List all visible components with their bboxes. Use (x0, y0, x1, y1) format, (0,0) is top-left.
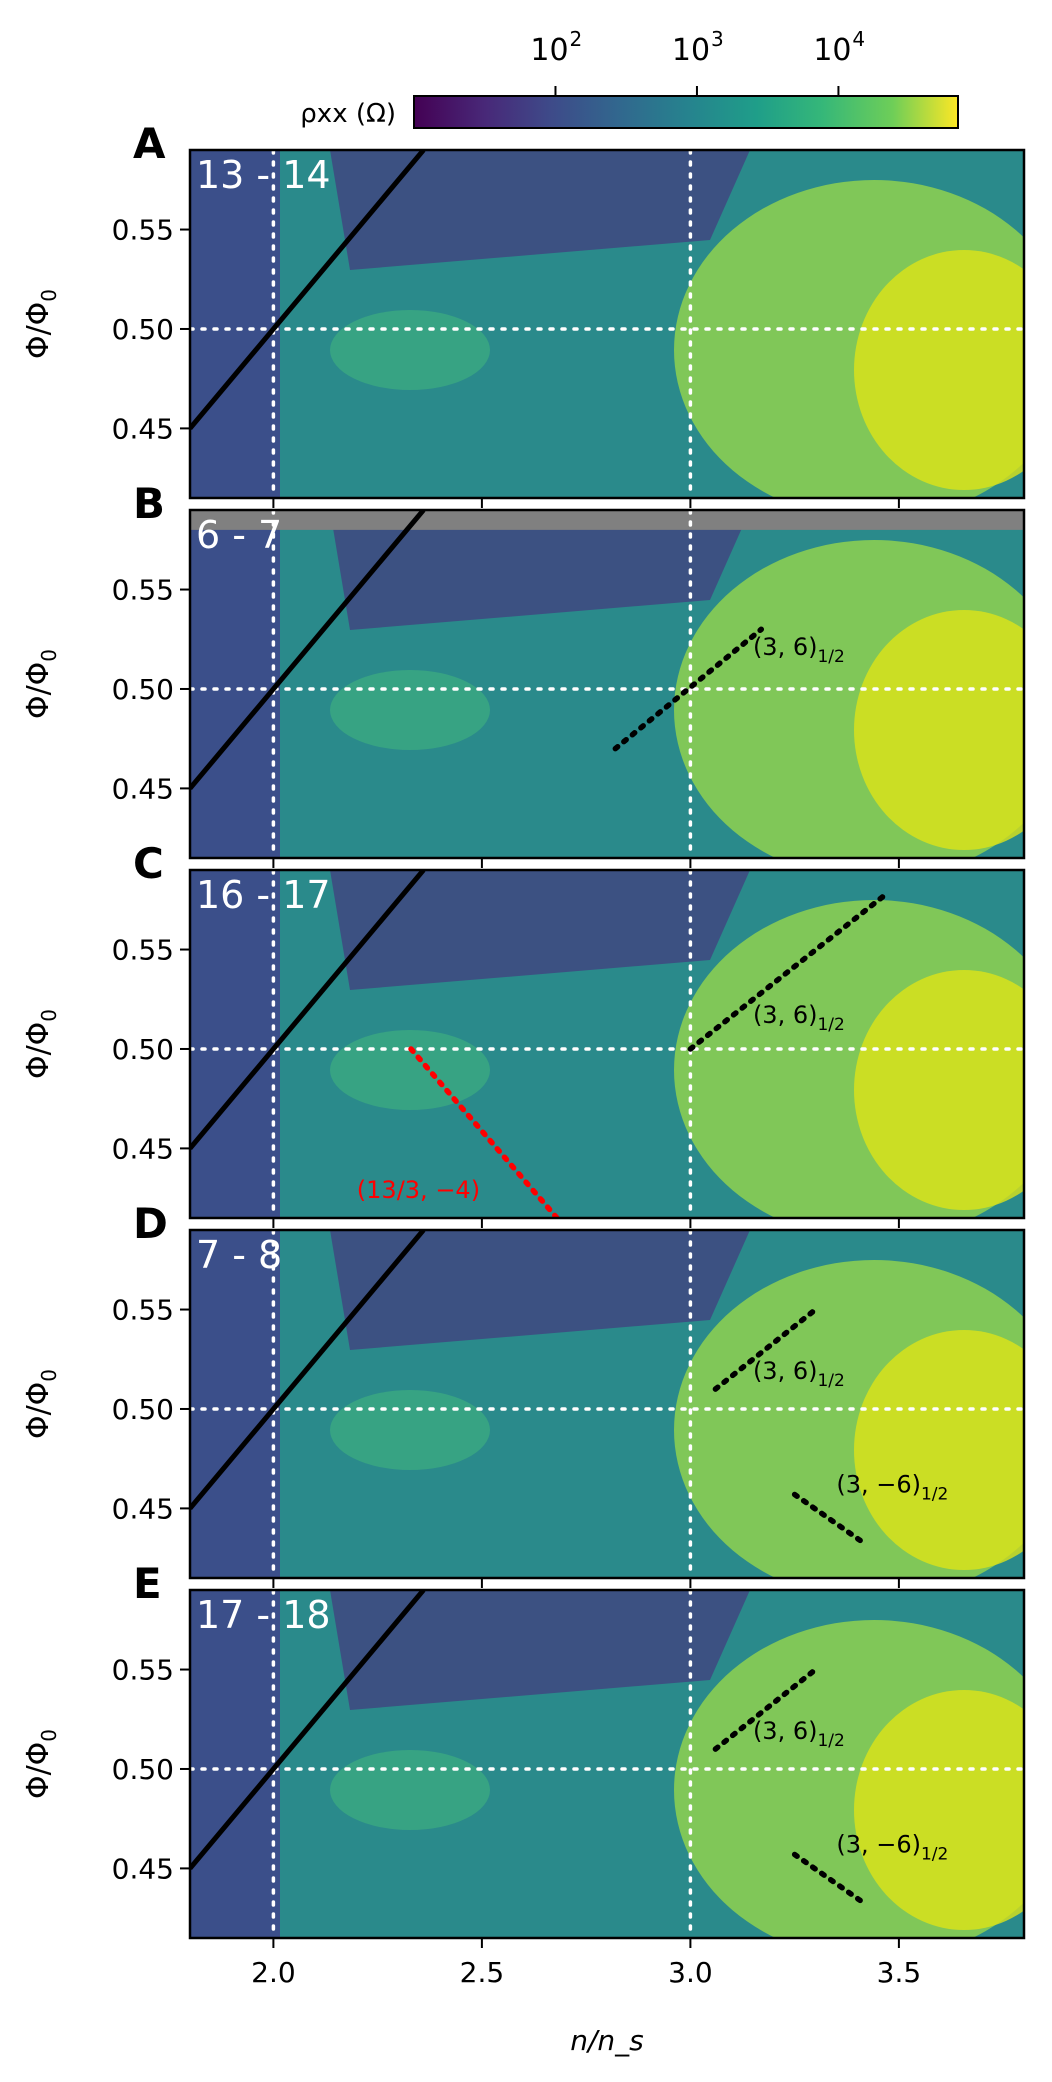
colorbar-tick-exponent: 4 (852, 27, 865, 51)
y-tick-label: 0.50 (112, 1033, 174, 1066)
masked-region (190, 510, 1024, 530)
panel-range-label: 13 - 14 (196, 153, 331, 197)
low-density-region (190, 510, 280, 858)
panel-frame (188, 508, 1026, 860)
low-density-region (190, 1230, 280, 1578)
fit-line-dotted (408, 1046, 560, 1218)
colorbar-tick-exponent: 2 (569, 27, 582, 51)
panel-b: (3, 6)1/26 - 7B0.450.500.55Φ/Φ0 (21, 479, 1026, 868)
x-tick-label: 3.5 (877, 1956, 922, 1989)
x-tick-label: 2.5 (460, 1956, 505, 1989)
fit-line-dotted (612, 626, 765, 752)
ridge-region (330, 670, 490, 750)
x-axis: 2.0 2.5 3.0 3.5 (251, 1956, 921, 1989)
low-density-region (190, 1590, 280, 1938)
y-tick-label: 0.45 (112, 772, 174, 805)
panel-range-label: 7 - 8 (196, 1233, 282, 1277)
fit-line-dotted (712, 1666, 819, 1752)
panel-letter: C (133, 839, 164, 888)
panel-frame (188, 1228, 1026, 1580)
y-tick-label: 0.50 (112, 673, 174, 706)
panel-frame (188, 148, 1026, 500)
y-tick-label: 0.55 (112, 1294, 174, 1327)
fit-line-solid (190, 1590, 426, 1871)
low-resistance-region (330, 1590, 750, 1710)
heatmap-regions (190, 1590, 1024, 1938)
peak-resistance-region (854, 1330, 1024, 1570)
peak-resistance-region (854, 970, 1024, 1210)
heatmap-regions (190, 1230, 1024, 1578)
peak-resistance-region (854, 250, 1024, 490)
panel-range-label: 17 - 18 (196, 1593, 331, 1637)
y-tick-label: 0.55 (112, 934, 174, 967)
panel-d: (3, 6)1/2(3, −6)1/27 - 8D0.450.500.55Φ/Φ… (21, 1199, 1026, 1588)
fit-line-solid (190, 150, 426, 431)
panel-range-label: 6 - 7 (196, 513, 282, 557)
colorbar-ticks: 10 2 10 3 10 4 (530, 27, 865, 96)
ridge-region (330, 1030, 490, 1110)
y-tick-label: 0.45 (112, 1492, 174, 1525)
fit-line-dotted (712, 1306, 819, 1392)
panel-range-label: 16 - 17 (196, 873, 331, 917)
fit-line-dotted (791, 1851, 869, 1907)
y-tick-label: 0.55 (112, 574, 174, 607)
colorbar-gradient (413, 95, 959, 129)
fit-line-solid (190, 1230, 426, 1511)
y-tick-label: 0.50 (112, 313, 174, 346)
ridge-region (330, 310, 490, 390)
colorbar: 10 2 10 3 10 4 ρxx (Ω) (300, 27, 959, 129)
low-resistance-region (330, 1230, 750, 1350)
heatmap-regions (190, 150, 1024, 498)
low-resistance-region (330, 510, 750, 630)
peak-resistance-region (854, 1690, 1024, 1930)
y-tick-label: 0.55 (112, 1654, 174, 1687)
heatmap-regions (190, 870, 1024, 1218)
y-tick-label: 0.50 (112, 1753, 174, 1786)
y-axis-label: Φ/Φ0 (21, 649, 61, 719)
colorbar-tick-label: 10 (530, 33, 568, 68)
fit-line-dotted (791, 1491, 869, 1547)
colorbar-tick-label: 10 (813, 33, 851, 68)
peak-resistance-region (854, 610, 1024, 850)
y-axis-label: Φ/Φ0 (21, 1369, 61, 1439)
panel-letter: A (133, 119, 166, 168)
y-tick-label: 0.45 (112, 1132, 174, 1165)
colorbar-tick-exponent: 3 (711, 27, 724, 51)
low-density-region (190, 870, 280, 1218)
line-annotation: (13/3, −4) (357, 1176, 480, 1204)
heatmap-regions (190, 510, 1024, 858)
colorbar-tick-label: 10 (672, 33, 710, 68)
ridge-region (330, 1750, 490, 1830)
y-tick-label: 0.50 (112, 1393, 174, 1426)
fit-line-dotted (687, 891, 890, 1052)
panel-letter: D (133, 1199, 168, 1248)
colorbar-label: ρxx (Ω) (300, 99, 396, 129)
panel-frame (188, 868, 1026, 1220)
ridge-region (330, 1390, 490, 1470)
low-resistance-region (330, 150, 750, 270)
y-axis-label: Φ/Φ0 (21, 1009, 61, 1079)
y-axis-label: Φ/Φ0 (21, 289, 61, 359)
panel-a: 13 - 14 A 0.45 0.50 0.55 Φ/Φ0 (21, 119, 1026, 508)
x-tick-label: 3.0 (668, 1956, 713, 1989)
x-tick-label: 2.0 (251, 1956, 296, 1989)
y-tick-label: 0.45 (112, 1852, 174, 1885)
y-tick-label: 0.45 (112, 412, 174, 445)
panel-letter: E (133, 1559, 162, 1608)
low-density-region (190, 150, 280, 498)
fit-line-solid (190, 510, 426, 791)
panel-letter: B (133, 479, 165, 528)
panel-e: (3, 6)1/2(3, −6)1/217 - 18E0.450.500.55Φ… (21, 1559, 1026, 1948)
panel-frame (188, 1588, 1026, 1940)
x-axis-label: n/n_s (570, 2024, 644, 2057)
panel-c: (3, 6)1/2(13/3, −4)16 - 17C0.450.500.55Φ… (21, 839, 1026, 1228)
fit-line-solid (190, 870, 426, 1151)
y-tick-label: 0.55 (112, 214, 174, 247)
low-resistance-region (330, 870, 750, 990)
y-axis-label: Φ/Φ0 (21, 1729, 61, 1799)
